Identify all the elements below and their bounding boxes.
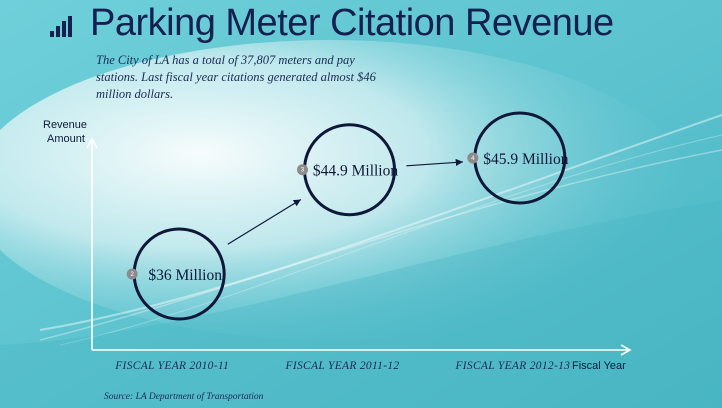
category-label-3: FISCAL YEAR 2012-13 bbox=[454, 360, 570, 372]
chart-axes bbox=[86, 137, 632, 356]
step-badge-1 bbox=[126, 268, 138, 280]
trend-arrow-1 bbox=[227, 198, 302, 245]
y-axis-arrow bbox=[86, 137, 98, 149]
step-badge-number-2: 3 bbox=[301, 168, 305, 174]
x-axis-label: Fiscal Year bbox=[572, 360, 626, 372]
step-badge-2 bbox=[297, 164, 308, 176]
chart-marks: $36 Million 2 FISCAL YEAR 2010-11 $44.9 Mil… bbox=[114, 111, 570, 372]
value-label-2: $44.9 Million bbox=[313, 163, 399, 180]
page-title: Parking Meter Citation Revenue bbox=[90, 2, 614, 44]
category-label-2: FISCAL YEAR 2011-12 bbox=[285, 360, 400, 372]
y-axis-label-line-1: Revenue bbox=[43, 119, 87, 131]
bar-chart-icon bbox=[50, 16, 72, 37]
value-label-3: $45.9 Million bbox=[483, 151, 569, 168]
trend-arrow-2 bbox=[406, 158, 464, 167]
x-axis-arrow bbox=[620, 344, 632, 356]
value-label-1: $36 Million bbox=[148, 267, 222, 284]
source-note: Source: LA Department of Transportation bbox=[104, 392, 264, 402]
step-badge-3 bbox=[467, 152, 479, 164]
step-badge-number-3: 4 bbox=[471, 156, 475, 162]
subtitle: The City of LA has a total of 37,807 met… bbox=[96, 53, 376, 101]
step-badge-number-1: 2 bbox=[130, 272, 134, 278]
y-axis-label-line-2: Amount bbox=[47, 133, 85, 145]
category-label-1: FISCAL YEAR 2010-11 bbox=[114, 360, 229, 372]
